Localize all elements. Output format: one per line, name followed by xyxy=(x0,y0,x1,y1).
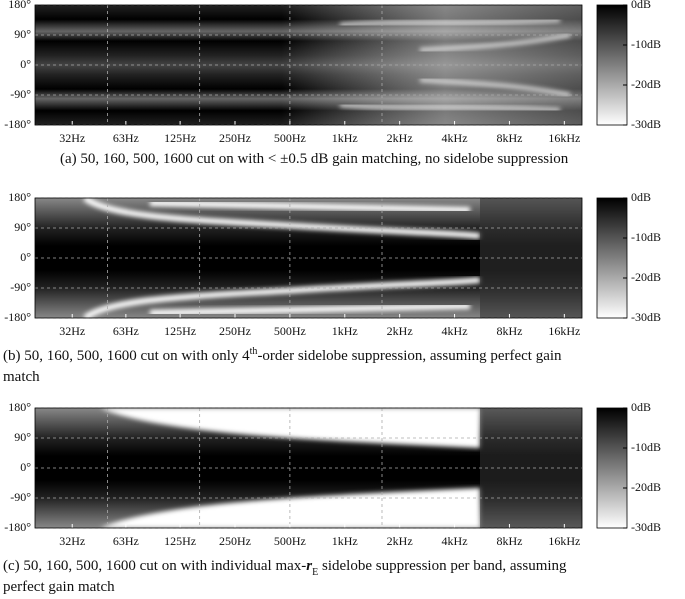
x-tick-label: 32Hz xyxy=(59,324,85,338)
plot-frame xyxy=(34,197,583,319)
x-tick-label: 250Hz xyxy=(219,324,251,338)
x-tick-label: 8kHz xyxy=(496,131,522,145)
colorbar xyxy=(596,197,628,319)
lobe xyxy=(149,200,471,213)
caption-part: r xyxy=(306,558,312,574)
colorbar-label: -30dB xyxy=(631,117,661,131)
x-tick-label: 125Hz xyxy=(164,324,196,338)
x-tick-label: 125Hz xyxy=(164,131,196,145)
caption-part: (b) 50, 160, 500, 1600 cut on with only … xyxy=(3,348,250,364)
lobe xyxy=(339,18,561,27)
x-tick-label: 500Hz xyxy=(274,131,306,145)
caption-part: match xyxy=(3,369,40,385)
y-tick-label: 90° xyxy=(14,27,31,41)
y-tick-label: 0° xyxy=(20,57,31,71)
hf xyxy=(480,198,582,318)
lobe xyxy=(419,33,571,52)
colorbar-label: 0dB xyxy=(631,400,651,414)
x-tick-label: 16kHz xyxy=(548,534,580,548)
y-tick-label: -90° xyxy=(10,87,31,101)
lobe xyxy=(83,198,481,239)
x-tick-label: 2kHz xyxy=(387,534,413,548)
x-tick-label: 125Hz xyxy=(164,534,196,548)
caption-part: (c) 50, 160, 500, 1600 cut on with indiv… xyxy=(3,558,306,574)
lobe xyxy=(149,303,471,316)
colorbar-label: -20dB xyxy=(631,270,661,284)
x-tick-label: 8kHz xyxy=(496,534,522,548)
colorbar-label: 0dB xyxy=(631,0,651,11)
colorbar xyxy=(596,407,628,529)
caption: (a) 50, 160, 500, 1600 cut on with < ±0.… xyxy=(60,151,569,167)
y-tick-label: 90° xyxy=(14,220,31,234)
x-tick-label: 16kHz xyxy=(548,131,580,145)
y-tick-label: 180° xyxy=(8,400,31,414)
x-tick-label: 63Hz xyxy=(113,534,139,548)
x-tick-label: 500Hz xyxy=(274,324,306,338)
y-tick-label: 180° xyxy=(8,190,31,204)
x-tick-label: 4kHz xyxy=(442,324,468,338)
x-tick-label: 32Hz xyxy=(59,131,85,145)
plot-frame xyxy=(34,407,583,529)
colorbar-label: -10dB xyxy=(631,37,661,51)
caption-part: -order sidelobe suppression, assuming pe… xyxy=(257,348,562,364)
caption: (b) 50, 160, 500, 1600 cut on with only … xyxy=(3,346,562,365)
x-tick-label: 16kHz xyxy=(548,324,580,338)
colorbar xyxy=(596,4,628,126)
caption-part: (a) 50, 160, 500, 1600 cut on with < ±0.… xyxy=(60,151,569,167)
x-tick-label: 4kHz xyxy=(442,131,468,145)
caption: perfect gain match xyxy=(3,579,115,595)
plot-frame xyxy=(34,4,583,126)
x-tick-label: 500Hz xyxy=(274,534,306,548)
caption-part: E xyxy=(312,567,318,578)
colorbar-label: -20dB xyxy=(631,480,661,494)
lobe xyxy=(419,78,571,97)
lobe xyxy=(339,103,561,112)
colorbar-label: -20dB xyxy=(631,77,661,91)
y-tick-label: -180° xyxy=(4,117,31,131)
colorbar-label: -30dB xyxy=(631,310,661,324)
colorbar-label: 0dB xyxy=(631,190,651,204)
x-tick-label: 250Hz xyxy=(219,131,251,145)
y-tick-label: 0° xyxy=(20,460,31,474)
caption-part: sidelobe suppression per band, assuming xyxy=(318,558,567,574)
x-tick-label: 1kHz xyxy=(332,324,358,338)
y-tick-label: -90° xyxy=(10,490,31,504)
x-tick-label: 8kHz xyxy=(496,324,522,338)
caption: (c) 50, 160, 500, 1600 cut on with indiv… xyxy=(3,558,567,577)
caption: match xyxy=(3,369,40,385)
x-tick-label: 4kHz xyxy=(442,534,468,548)
y-tick-label: 90° xyxy=(14,430,31,444)
x-tick-label: 1kHz xyxy=(332,534,358,548)
hf xyxy=(480,408,582,528)
colorbar-label: -30dB xyxy=(631,520,661,534)
y-tick-label: -180° xyxy=(4,520,31,534)
x-tick-label: 63Hz xyxy=(113,324,139,338)
x-tick-label: 1kHz xyxy=(332,131,358,145)
x-tick-label: 32Hz xyxy=(59,534,85,548)
x-tick-label: 63Hz xyxy=(113,131,139,145)
y-tick-label: 180° xyxy=(8,0,31,11)
colorbar-label: -10dB xyxy=(631,440,661,454)
y-tick-label: 0° xyxy=(20,250,31,264)
y-tick-label: -180° xyxy=(4,310,31,324)
colorbar-label: -10dB xyxy=(631,230,661,244)
x-tick-label: 250Hz xyxy=(219,534,251,548)
heatmap xyxy=(35,5,582,125)
caption-part: perfect gain match xyxy=(3,579,115,595)
y-tick-label: -90° xyxy=(10,280,31,294)
x-tick-label: 2kHz xyxy=(387,131,413,145)
caption-part: th xyxy=(250,346,258,357)
x-tick-label: 2kHz xyxy=(387,324,413,338)
lobe xyxy=(83,277,481,318)
